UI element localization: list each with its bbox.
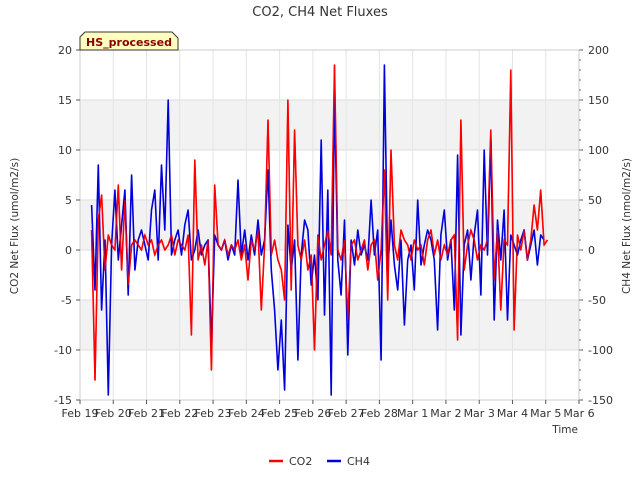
y-right-tick-label: -150 <box>588 394 613 407</box>
y-left-tick-label: -10 <box>54 344 72 357</box>
y-left-tick-label: 5 <box>65 194 72 207</box>
x-tick-label: Feb 24 <box>228 407 265 420</box>
y-left-tick-label: -5 <box>61 294 72 307</box>
y-right-tick-label: 50 <box>588 194 602 207</box>
series-line-ch4 <box>90 64 545 396</box>
x-tick-label: Feb 25 <box>261 407 298 420</box>
plot-frame <box>79 49 580 401</box>
y-right-tick-label: 100 <box>588 144 609 157</box>
y-left-tick-label: 20 <box>58 44 72 57</box>
x-tick-label: Mar 5 <box>530 407 561 420</box>
x-tick-label: Mar 6 <box>563 407 594 420</box>
legend: CO2 CH4 <box>269 455 370 468</box>
x-tick-label: Feb 21 <box>128 407 165 420</box>
y-right-tick-label: -50 <box>588 294 606 307</box>
y-left-tick-label: -15 <box>54 394 72 407</box>
annotation-text: HS_processed <box>86 36 172 49</box>
y-right-tick-label: 200 <box>588 44 609 57</box>
x-tick-label: Feb 23 <box>195 407 232 420</box>
x-axis-label: Time <box>551 424 578 436</box>
y-left-tick-label: 15 <box>58 94 72 107</box>
y-right-tick-label: 0 <box>588 244 595 257</box>
series-line-co2-overlay <box>91 64 548 381</box>
y-axis-right-label: CH4 Net Flux (nmol/m2/s) <box>621 158 633 294</box>
y-left-tick-label: 10 <box>58 144 72 157</box>
x-tick-label: Mar 1 <box>397 407 428 420</box>
x-tick-label: Feb 19 <box>62 407 99 420</box>
y-left-tick-label: 0 <box>65 244 72 257</box>
x-tick-label: Feb 27 <box>328 407 365 420</box>
y-right-tick-label: 150 <box>588 94 609 107</box>
legend-label-co2: CO2 <box>289 455 312 468</box>
grid-band <box>80 100 579 150</box>
annotation-box <box>79 31 179 51</box>
x-tick-label: Mar 2 <box>430 407 461 420</box>
hs-processed-annotation: HS_processed <box>79 31 179 51</box>
x-tick-label: Feb 26 <box>294 407 331 420</box>
x-tick-label: Mar 4 <box>497 407 528 420</box>
x-tick-label: Feb 20 <box>95 407 132 420</box>
chart-title: CO2, CH4 Net Fluxes <box>252 5 388 20</box>
y-axis-left-label: CO2 Net Flux (umol/m2/s) <box>9 158 21 294</box>
legend-label-ch4: CH4 <box>347 455 370 468</box>
y-right-tick-label: -100 <box>588 344 613 357</box>
x-tick-label: Mar 3 <box>464 407 495 420</box>
x-tick-label: Feb 28 <box>361 407 398 420</box>
x-tick-label: Feb 22 <box>161 407 198 420</box>
